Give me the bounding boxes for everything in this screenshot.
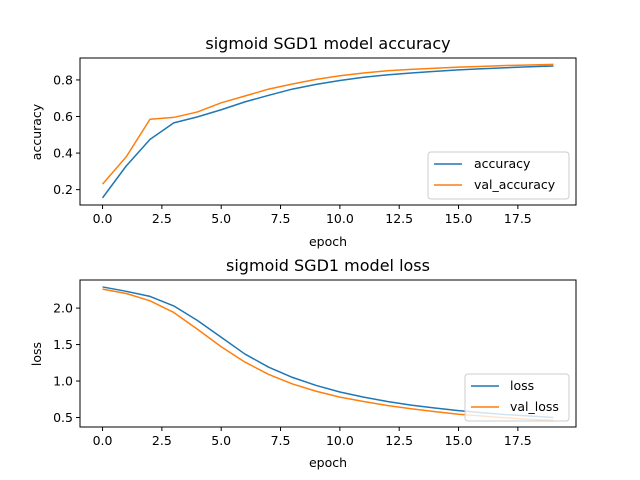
loss-legend-label-loss: loss [510, 378, 534, 393]
accuracy-x-axis-label: epoch [309, 234, 347, 249]
loss-y-tick-label: 1.5 [53, 337, 73, 352]
accuracy-x-tick-label: 7.5 [271, 211, 291, 226]
loss-x-tick-label: 10.0 [326, 433, 354, 448]
loss-x-tick-label: 2.5 [152, 433, 172, 448]
accuracy-y-tick-label: 0.8 [53, 72, 73, 87]
accuracy-x-tick-label: 5.0 [211, 211, 231, 226]
accuracy-x-tick-label: 12.5 [385, 211, 413, 226]
loss-x-tick-label: 12.5 [385, 433, 413, 448]
loss-x-tick-label: 7.5 [271, 433, 291, 448]
accuracy-y-tick-label: 0.4 [53, 146, 73, 161]
accuracy-series-line-accuracy [101, 65, 554, 199]
loss-legend: loss val_loss [464, 373, 570, 422]
loss-y-ticks: 0.5 1.0 1.5 2.0 [53, 301, 80, 425]
accuracy-chart-title: sigmoid SGD1 model accuracy [205, 34, 450, 53]
accuracy-legend-box [427, 151, 570, 200]
accuracy-x-ticks: 0.0 2.5 5.0 7.5 10.0 12.5 15.0 17.5 [93, 205, 532, 226]
accuracy-x-tick-label: 15.0 [445, 211, 473, 226]
accuracy-y-axis-label: accuracy [29, 103, 44, 160]
accuracy-y-tick-label: 0.6 [53, 109, 73, 124]
accuracy-axes-frame [79, 57, 577, 206]
loss-x-tick-label: 5.0 [211, 433, 231, 448]
accuracy-legend-label-val-accuracy: val_accuracy [474, 177, 556, 192]
loss-x-ticks: 0.0 2.5 5.0 7.5 10.0 12.5 15.0 17.5 [93, 427, 532, 448]
loss-x-axis-label: epoch [309, 455, 347, 470]
accuracy-y-tick-label: 0.2 [53, 182, 73, 197]
accuracy-x-tick-label: 17.5 [504, 211, 532, 226]
loss-axes-frame [79, 279, 577, 428]
loss-y-tick-label: 0.5 [53, 410, 73, 425]
loss-x-tick-label: 17.5 [504, 433, 532, 448]
loss-x-tick-label: 15.0 [445, 433, 473, 448]
loss-legend-label-val-loss: val_loss [510, 399, 559, 414]
accuracy-x-tick-label: 0.0 [93, 211, 113, 226]
accuracy-legend-label-accuracy: accuracy [474, 156, 531, 171]
accuracy-series-line-val-accuracy [101, 63, 554, 185]
loss-y-axis-label: loss [29, 342, 44, 366]
accuracy-x-tick-label: 10.0 [326, 211, 354, 226]
loss-x-tick-label: 0.0 [93, 433, 113, 448]
accuracy-series-lines [101, 63, 554, 199]
accuracy-plot-area [79, 57, 577, 206]
accuracy-y-ticks: 0.2 0.4 0.6 0.8 [53, 72, 80, 197]
loss-chart-title: sigmoid SGD1 model loss [226, 256, 430, 275]
loss-y-tick-label: 2.0 [53, 301, 73, 316]
accuracy-legend: accuracy val_accuracy [427, 151, 570, 200]
loss-chart: sigmoid SGD1 model loss 0.0 2.5 5.0 7.5 10.0… [29, 256, 577, 470]
loss-y-tick-label: 1.0 [53, 374, 73, 389]
accuracy-x-tick-label: 2.5 [152, 211, 172, 226]
accuracy-chart: sigmoid SGD1 model accuracy 0.0 2.5 5.0 7.5… [29, 34, 577, 249]
